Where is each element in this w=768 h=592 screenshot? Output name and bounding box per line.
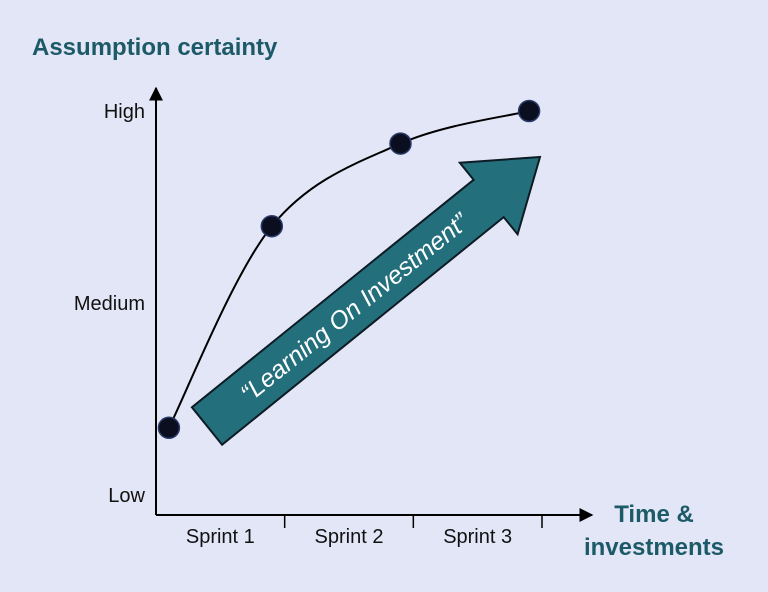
y-tick-label-high: High [104, 101, 145, 123]
arrow-shape [190, 155, 542, 447]
data-point-4 [517, 99, 541, 123]
data-point-2 [260, 214, 284, 238]
y-axis-label: Assumption certainty [32, 34, 278, 61]
x-tick-label-sprint-3: Sprint 3 [443, 526, 512, 548]
y-tick-label-low: Low [108, 485, 145, 507]
data-points [157, 99, 541, 440]
y-tick-label-medium: Medium [74, 293, 145, 315]
tick-layer: Low Medium High Sprint 1 Sprint 2 Sprint 3 [74, 101, 543, 548]
x-tick-label-sprint-1: Sprint 1 [186, 526, 255, 548]
data-point-1 [157, 416, 181, 440]
data-point-3 [389, 132, 412, 155]
x-tick-label-sprint-2: Sprint 2 [315, 526, 384, 548]
learning-on-investment-arrow: “Learning On Investment” [190, 155, 542, 447]
x-axis-label-line-2: investments [584, 534, 724, 561]
certainty-curve [167, 110, 530, 429]
x-axis-label-line-1: Time & [614, 501, 694, 528]
